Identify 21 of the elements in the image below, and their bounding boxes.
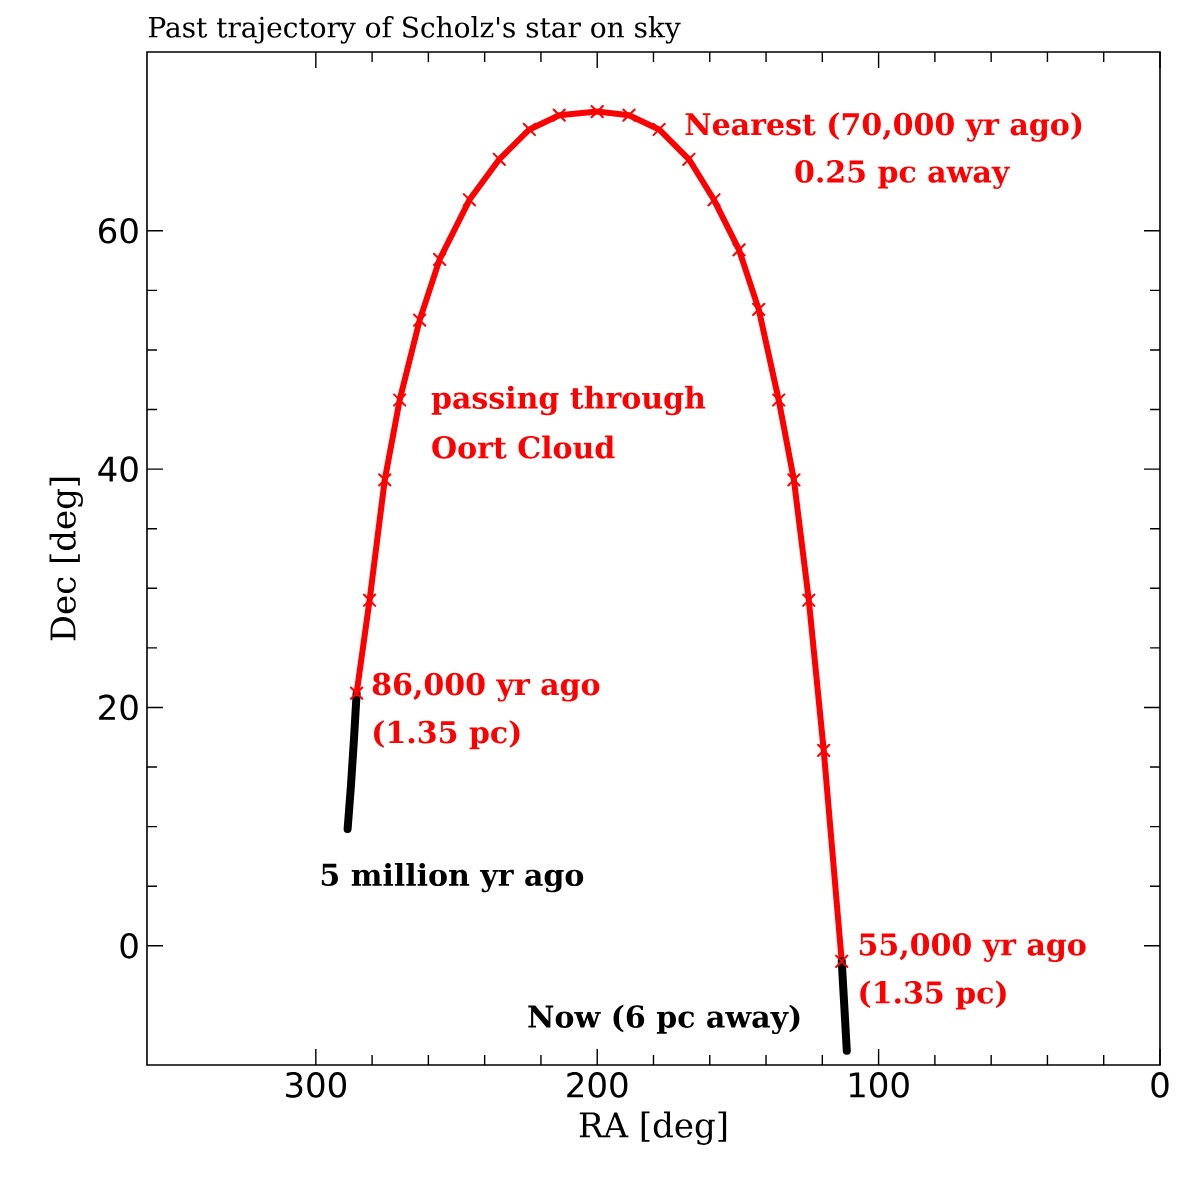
- y-tick-label: 60: [99, 217, 138, 244]
- x-tick-label: 200: [567, 1072, 628, 1098]
- annotation: 55,000 yr ago: [859, 933, 1086, 962]
- y-tick-label: 20: [99, 694, 138, 721]
- y-axis-title: Dec [deg]: [49, 477, 83, 641]
- x-tick-label: 300: [285, 1072, 347, 1098]
- annotation: 86,000 yr ago: [372, 672, 600, 702]
- y-tick-label: 0: [120, 932, 138, 959]
- x-tick-label: 100: [849, 1072, 909, 1098]
- y-tick-label: 40: [98, 456, 138, 482]
- annotation: 5 million yr ago: [321, 862, 584, 893]
- annotation: (1.35 pc): [374, 720, 520, 750]
- annotation: (1.35 pc): [860, 980, 1006, 1010]
- annotation: 0.25 pc away: [795, 160, 1011, 190]
- x-axis-title: RA [deg]: [579, 1111, 727, 1145]
- annotation: Oort Cloud: [432, 435, 615, 459]
- annotation: passing through: [431, 385, 706, 416]
- annotation: Now (6 pc away): [528, 1004, 800, 1035]
- annotation: Nearest (70,000 yr ago): [685, 112, 1082, 142]
- x-tick-label: 0: [1151, 1072, 1169, 1098]
- chart-title: Past trajectory of Scholz's star on sky: [148, 16, 681, 44]
